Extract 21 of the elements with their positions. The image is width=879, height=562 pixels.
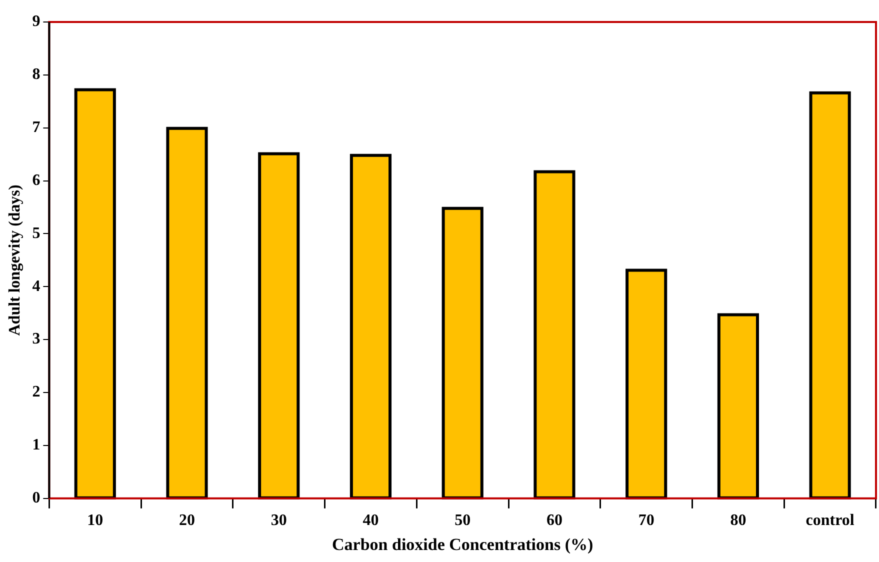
- x-tick-label: 80: [730, 512, 746, 530]
- x-tick-label: 60: [546, 512, 562, 530]
- x-tick-label: 20: [179, 512, 195, 530]
- y-tick-label: 3: [32, 330, 40, 348]
- y-tick-label: 0: [32, 490, 40, 507]
- x-axis-title: Carbon dioxide Concentrations (%): [332, 535, 594, 554]
- y-tick-label: 5: [32, 224, 40, 242]
- y-axis-title: Adult longevity (days): [6, 184, 24, 336]
- y-tick-label: 1: [32, 436, 40, 454]
- y-tick-label: 8: [32, 66, 40, 84]
- x-tick-label: 50: [454, 512, 471, 530]
- x-tick-label: 70: [638, 512, 654, 530]
- x-tick-label: 40: [362, 512, 379, 530]
- y-tick-label: 4: [32, 278, 40, 295]
- x-tick-label: 30: [270, 512, 287, 530]
- x-tick-label: 10: [87, 512, 104, 530]
- x-tick-label: control: [806, 512, 855, 530]
- y-tick-label: 2: [32, 384, 40, 401]
- y-tick-label: 7: [32, 119, 40, 136]
- y-tick-label: 9: [32, 13, 40, 30]
- y-tick-label: 6: [32, 172, 40, 189]
